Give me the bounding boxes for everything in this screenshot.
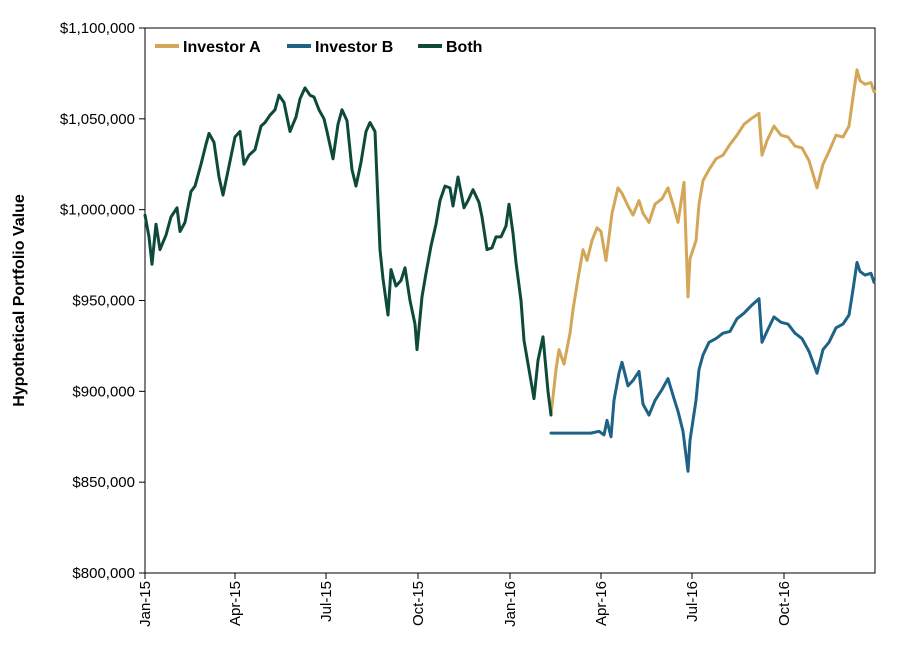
x-tick-label: Jul-16 (684, 581, 701, 622)
legend: Investor A Investor B Both (155, 39, 482, 56)
y-tick-label: $900,000 (72, 383, 135, 400)
y-tick-label: $800,000 (72, 565, 135, 582)
y-tick-label: $850,000 (72, 474, 135, 491)
x-tick-label: Oct-15 (410, 581, 427, 626)
y-tick-label: $950,000 (72, 293, 135, 310)
series-line-investor-a (549, 68, 876, 417)
x-axis: Jan-15 Apr-15 Jul-15 Oct-15 Jan-16 Apr-16 Jul-… (137, 573, 793, 627)
legend-label: Investor B (315, 39, 393, 56)
legend-label: Both (446, 39, 482, 56)
x-tick-label: Apr-15 (227, 581, 244, 626)
x-tick-label: Jul-15 (318, 581, 335, 622)
x-tick-label: Oct-16 (776, 581, 793, 626)
series-line-both (143, 86, 553, 417)
y-axis: $800,000 $850,000 $900,000 $950,000 $1,000,0… (60, 20, 145, 582)
series-lines (143, 68, 876, 473)
y-axis-title: Hypothetical Portfolio Value (11, 194, 28, 407)
legend-label: Investor A (183, 39, 261, 56)
x-tick-label: Jan-16 (502, 581, 519, 627)
y-tick-label: $1,100,000 (60, 20, 135, 37)
plot-area (144, 27, 876, 574)
y-tick-label: $1,050,000 (60, 111, 135, 128)
y-tick-label: $1,000,000 (60, 202, 135, 219)
x-tick-label: Apr-16 (593, 581, 610, 626)
x-tick-label: Jan-15 (137, 581, 154, 627)
series-line-investor-b (549, 260, 876, 473)
